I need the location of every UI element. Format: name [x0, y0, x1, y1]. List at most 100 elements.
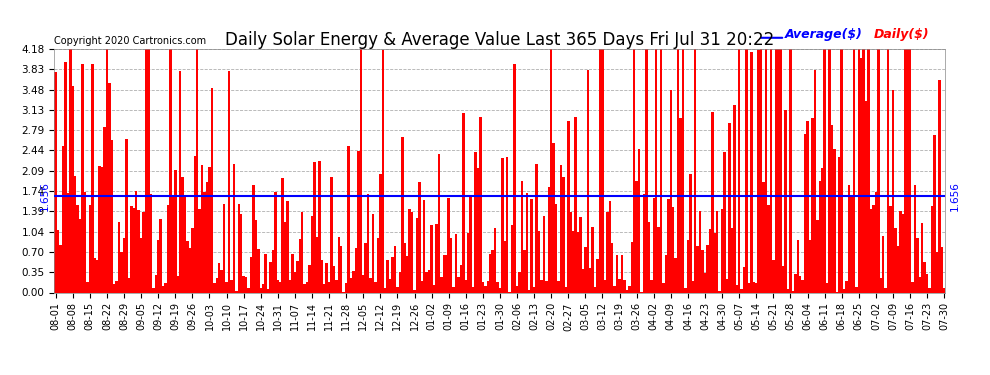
Bar	[914, 185, 916, 292]
Bar	[128, 278, 130, 292]
Bar	[621, 255, 624, 292]
Bar	[231, 280, 233, 292]
Bar	[821, 168, 824, 292]
Bar	[562, 177, 564, 292]
Bar	[857, 49, 860, 292]
Bar	[889, 206, 892, 292]
Bar	[842, 289, 845, 292]
Bar	[394, 246, 396, 292]
Bar	[526, 193, 528, 292]
Bar	[782, 266, 784, 292]
Bar	[511, 225, 514, 292]
Bar	[594, 286, 596, 292]
Title: Daily Solar Energy & Average Value Last 365 Days Fri Jul 31 20:22: Daily Solar Energy & Average Value Last …	[226, 31, 774, 49]
Bar	[103, 127, 106, 292]
Bar	[135, 191, 138, 292]
Bar	[731, 228, 733, 292]
Bar	[359, 49, 362, 292]
Bar	[736, 285, 738, 292]
Bar	[802, 280, 804, 292]
Bar	[243, 276, 245, 292]
Bar	[787, 289, 789, 292]
Bar	[340, 246, 343, 292]
Bar	[376, 238, 379, 292]
Bar	[929, 288, 931, 292]
Bar	[296, 261, 299, 292]
Bar	[331, 177, 333, 292]
Bar	[696, 246, 699, 292]
Bar	[213, 283, 216, 292]
Bar	[940, 247, 943, 292]
Bar	[379, 174, 381, 292]
Bar	[352, 271, 354, 292]
Bar	[411, 211, 413, 292]
Bar	[721, 209, 724, 292]
Bar	[682, 49, 684, 292]
Bar	[819, 181, 821, 292]
Bar	[709, 229, 711, 292]
Bar	[161, 286, 164, 292]
Bar	[252, 185, 254, 292]
Bar	[108, 83, 111, 292]
Bar	[211, 88, 213, 292]
Text: Copyright 2020 Cartronics.com: Copyright 2020 Cartronics.com	[54, 36, 207, 46]
Bar	[304, 284, 306, 292]
Bar	[259, 288, 262, 292]
Bar	[897, 246, 899, 292]
Bar	[249, 257, 252, 292]
Bar	[514, 64, 516, 292]
Bar	[521, 181, 523, 292]
Bar	[333, 266, 336, 292]
Bar	[374, 282, 376, 292]
Bar	[664, 255, 667, 292]
Bar	[369, 278, 372, 292]
Bar	[545, 282, 547, 292]
Bar	[59, 245, 61, 292]
Bar	[924, 262, 926, 292]
Bar	[196, 49, 198, 292]
Bar	[279, 282, 281, 292]
Bar	[482, 282, 484, 292]
Bar	[628, 286, 631, 292]
Bar	[438, 154, 441, 292]
Bar	[689, 174, 692, 292]
Bar	[113, 284, 116, 292]
Bar	[64, 62, 66, 292]
Bar	[326, 263, 328, 292]
Bar	[684, 288, 687, 292]
Bar	[469, 195, 472, 292]
Bar	[724, 152, 726, 292]
Bar	[874, 192, 877, 292]
Bar	[364, 243, 367, 292]
Bar	[867, 49, 870, 292]
Bar	[489, 254, 491, 292]
Bar	[169, 49, 171, 292]
Bar	[154, 275, 157, 292]
Bar	[69, 49, 71, 292]
Bar	[406, 256, 409, 292]
Bar	[792, 291, 794, 292]
Bar	[452, 286, 454, 292]
Bar	[687, 240, 689, 292]
Bar	[831, 125, 834, 292]
Bar	[423, 200, 426, 292]
Bar	[528, 290, 531, 292]
Bar	[677, 49, 679, 292]
Bar	[936, 252, 939, 292]
Bar	[464, 280, 467, 292]
Bar	[381, 50, 384, 292]
Bar	[426, 272, 428, 292]
Bar	[752, 282, 755, 292]
Bar	[91, 64, 93, 292]
Bar	[436, 224, 438, 292]
Bar	[811, 118, 814, 292]
Bar	[149, 194, 152, 292]
Bar	[201, 165, 203, 292]
Bar	[457, 278, 459, 292]
Bar	[389, 279, 391, 292]
Bar	[879, 278, 882, 292]
Bar	[657, 228, 660, 292]
Bar	[421, 282, 423, 292]
Bar	[716, 211, 719, 292]
Bar	[779, 49, 782, 292]
